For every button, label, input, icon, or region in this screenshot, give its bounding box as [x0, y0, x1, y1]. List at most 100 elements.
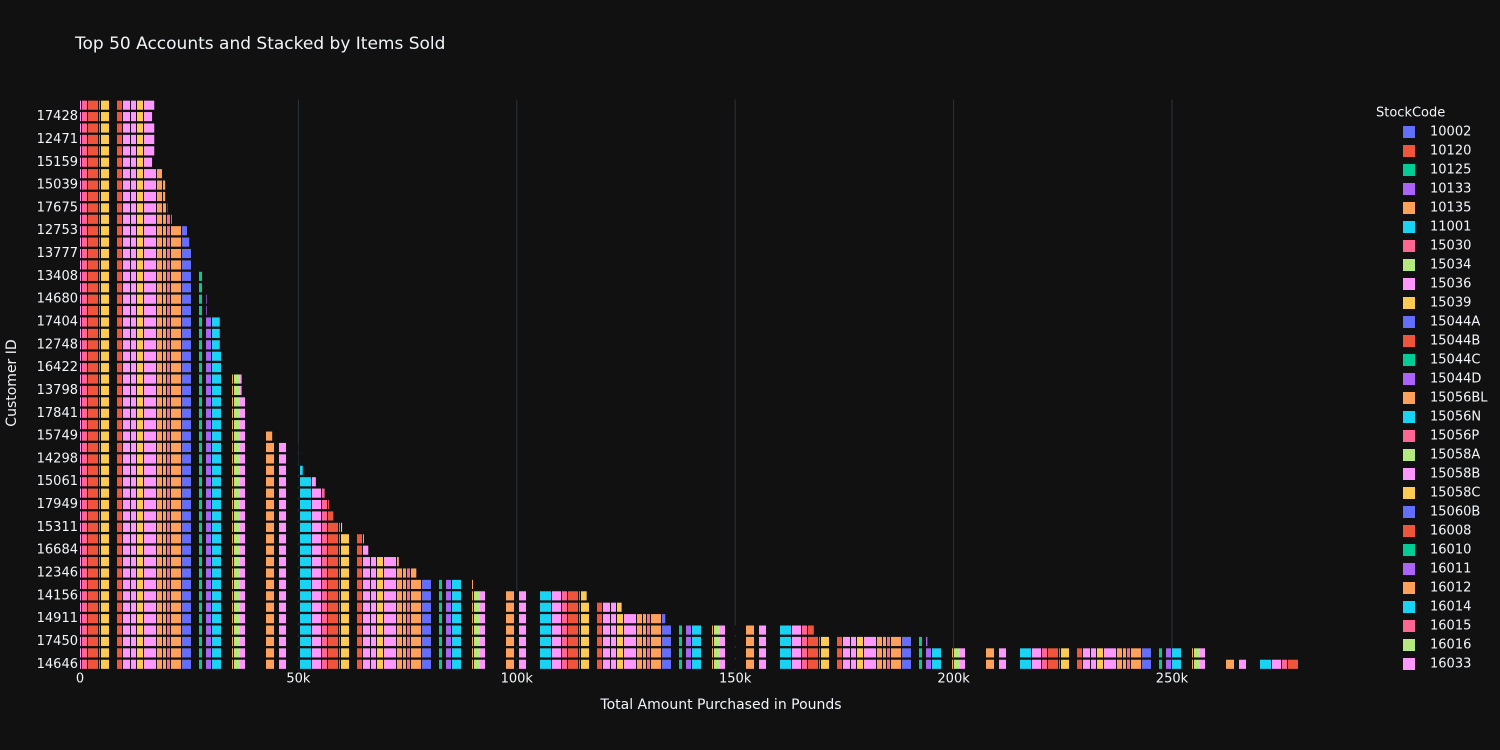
bar	[80, 237, 190, 247]
legend-label: 15058C	[1430, 486, 1480, 501]
legend-label: 15060B	[1430, 505, 1480, 520]
legend-swatch	[1403, 658, 1415, 670]
bar	[80, 248, 194, 259]
bar	[80, 134, 155, 144]
bar	[80, 157, 153, 167]
legend-swatch	[1403, 316, 1415, 328]
x-tick-label: 0	[76, 672, 84, 687]
bar	[80, 180, 166, 190]
legend-label: 10133	[1430, 182, 1471, 197]
bar	[80, 271, 203, 281]
legend-label: 16014	[1430, 600, 1471, 615]
y-tick-label: 17428	[37, 109, 78, 124]
legend-swatch	[1403, 449, 1415, 461]
bar	[80, 191, 166, 202]
y-tick-label: 12471	[37, 132, 78, 147]
y-tick-label: 13777	[37, 246, 78, 261]
y-tick-label: 15039	[37, 178, 78, 193]
y-tick-label: 15311	[37, 520, 78, 535]
bar	[80, 226, 188, 236]
bar	[80, 306, 207, 316]
y-tick-label: 12753	[37, 223, 78, 238]
legend-swatch	[1403, 506, 1415, 518]
legend-swatch	[1403, 354, 1415, 366]
legend-label: 15056P	[1430, 429, 1479, 444]
legend-label: 11001	[1430, 220, 1471, 235]
legend-label: 16016	[1430, 638, 1471, 653]
bar	[80, 648, 1212, 658]
legend-label: 16008	[1430, 524, 1471, 539]
bar	[80, 442, 299, 453]
bar	[80, 602, 622, 612]
bar	[80, 397, 255, 407]
legend-label: 15044B	[1430, 334, 1480, 349]
legend-swatch	[1403, 411, 1415, 423]
legend-label: 15058B	[1430, 467, 1480, 482]
y-tick-label: 12748	[37, 337, 78, 352]
legend-swatch	[1403, 601, 1415, 613]
y-tick-label: 15159	[37, 155, 78, 170]
legend-label: 15056BL	[1430, 391, 1488, 406]
legend-title: StockCode	[1376, 106, 1445, 121]
legend-swatch	[1403, 544, 1415, 556]
y-tick-label: 16684	[37, 543, 78, 558]
bar	[80, 340, 220, 350]
bar	[80, 625, 814, 635]
legend-label: 16011	[1430, 562, 1471, 577]
legend-label: 15044D	[1430, 372, 1481, 387]
legend-label: 15030	[1430, 239, 1471, 254]
bar	[80, 169, 163, 179]
legend-label: 15044C	[1430, 353, 1480, 368]
legend-swatch	[1403, 525, 1415, 537]
bar	[80, 591, 587, 601]
bar	[80, 317, 220, 327]
y-tick-label: 15749	[37, 429, 78, 444]
bar	[80, 112, 153, 122]
y-tick-label: 17675	[37, 200, 78, 215]
bar	[80, 636, 928, 647]
bar	[80, 408, 255, 418]
legend-swatch	[1403, 335, 1415, 347]
legend-swatch	[1403, 297, 1415, 309]
legend-label: 15036	[1430, 277, 1471, 292]
bar	[80, 328, 220, 338]
legend-label: 15058A	[1430, 448, 1480, 463]
bar	[80, 100, 155, 110]
bar	[80, 511, 334, 521]
y-axis-title: Customer ID	[4, 339, 20, 426]
legend-swatch	[1403, 582, 1415, 594]
bar	[80, 557, 399, 567]
legend-swatch	[1403, 487, 1415, 499]
bar	[80, 488, 325, 498]
bar	[80, 260, 198, 270]
y-tick-label: 17841	[37, 406, 78, 421]
y-tick-label: 15061	[37, 474, 78, 489]
bar	[80, 545, 369, 555]
bar	[80, 214, 172, 224]
legend-label: 16033	[1430, 657, 1471, 672]
bar	[80, 579, 474, 589]
bar	[80, 283, 203, 293]
bar	[80, 351, 225, 361]
x-tick-label: 100k	[501, 672, 534, 687]
legend-label: 16012	[1430, 581, 1471, 596]
legend-label: 10002	[1430, 125, 1471, 140]
legend-swatch	[1403, 240, 1415, 252]
legend-label: 15039	[1430, 296, 1471, 311]
bar	[80, 203, 168, 213]
legend-swatch	[1403, 278, 1415, 290]
legend-swatch	[1403, 620, 1415, 632]
legend-swatch	[1403, 468, 1415, 480]
legend-swatch	[1403, 373, 1415, 385]
bar	[80, 431, 273, 441]
y-tick-label: 14298	[37, 451, 78, 466]
legend-label: 16010	[1430, 543, 1471, 558]
bar	[80, 123, 155, 133]
bar	[80, 420, 264, 430]
bar	[80, 568, 417, 578]
legend-label: 15044A	[1430, 315, 1480, 330]
legend-swatch	[1403, 183, 1415, 195]
bar	[80, 534, 364, 544]
